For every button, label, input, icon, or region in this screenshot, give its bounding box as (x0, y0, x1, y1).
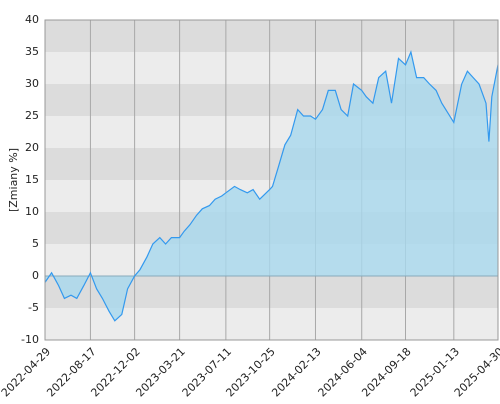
y-tick-label: 20 (25, 141, 39, 154)
y-tick-label: 25 (25, 109, 39, 122)
line (44, 50, 499, 322)
y-tick-label: 30 (25, 77, 39, 90)
y-tick-label: 5 (32, 237, 39, 250)
y-axis-title: [Zmiany %] (7, 148, 20, 212)
y-tick-label: -10 (21, 333, 39, 346)
area (45, 52, 498, 321)
grid-band (45, 52, 498, 84)
grid-band (45, 20, 498, 52)
y-tick-label: 35 (25, 45, 39, 58)
y-tick-label: 15 (25, 173, 39, 186)
y-tick-label: 10 (25, 205, 39, 218)
y-tick-label: -5 (28, 301, 39, 314)
y-tick-label: 40 (25, 13, 39, 26)
y-tick-label: 0 (32, 269, 39, 282)
plot-border (44, 19, 499, 341)
